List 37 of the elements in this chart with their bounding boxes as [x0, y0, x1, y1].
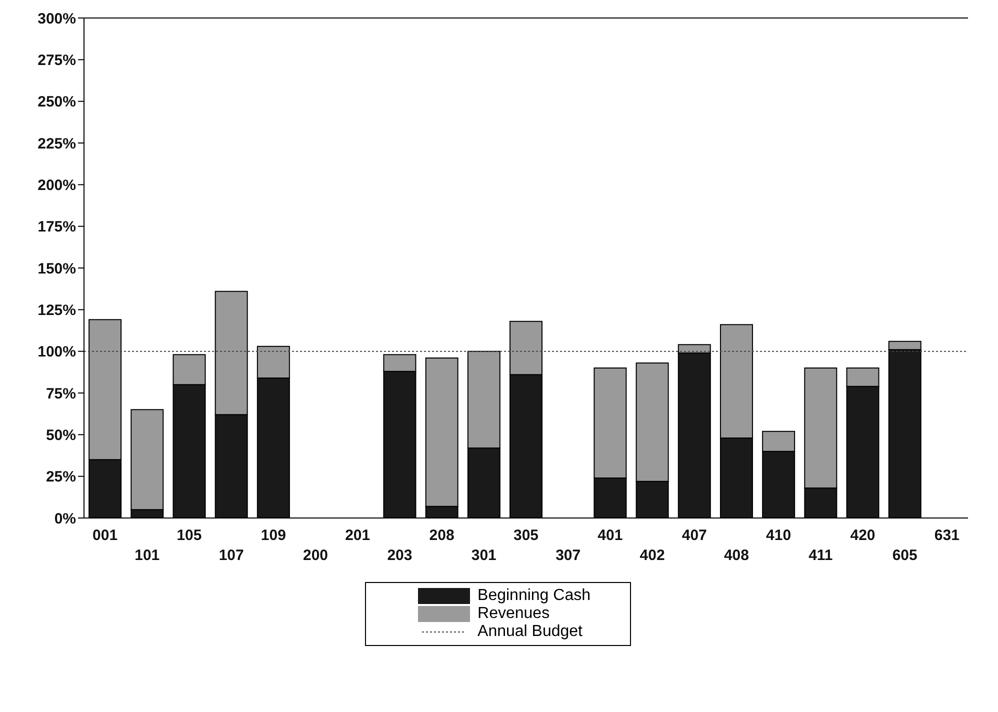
y-tick-label: 300%	[38, 10, 76, 28]
x-tick-label: 307	[556, 547, 581, 564]
x-tick-label: 401	[598, 527, 623, 544]
x-tick-label: 203	[387, 547, 412, 564]
y-tick-label: 250%	[38, 94, 76, 111]
x-tick-label: 305	[513, 527, 539, 544]
x-tick-label: 208	[429, 527, 454, 544]
y-tick-label: 225%	[38, 135, 76, 152]
x-tick-label: 411	[808, 547, 833, 564]
y-tick-label: 0%	[54, 510, 76, 528]
x-tick-label: 631	[934, 527, 960, 544]
legend-label: Revenues	[478, 605, 550, 623]
x-tick-label: 109	[260, 527, 286, 544]
x-tick-label: 107	[218, 547, 244, 564]
y-tick-label: 200%	[38, 176, 76, 194]
x-tick-label: 420	[850, 527, 876, 544]
x-tick-label: 605	[892, 547, 918, 564]
y-tick-label: 275%	[38, 52, 76, 69]
y-tick-label: 75%	[46, 385, 76, 402]
y-tick-label: 150%	[38, 260, 76, 278]
x-tick-label: 001	[92, 527, 118, 544]
x-tick-label: 410	[766, 527, 792, 544]
legend-label: Beginning Cash	[478, 587, 590, 605]
y-tick-label: 100%	[38, 344, 76, 361]
x-tick-label: 402	[640, 547, 665, 564]
x-tick-label: 105	[176, 527, 202, 544]
x-tick-label: 301	[471, 547, 496, 564]
x-tick-label: 200	[303, 547, 328, 564]
legend-label: Annual Budget	[478, 623, 582, 641]
x-tick-label: 101	[134, 547, 160, 564]
y-tick-label: 175%	[38, 218, 76, 236]
x-tick-label: 408	[724, 547, 749, 564]
y-tick-label: 25%	[46, 468, 76, 486]
y-tick-label: 50%	[46, 426, 76, 444]
x-tick-label: 407	[682, 527, 707, 544]
y-tick-label: 125%	[38, 302, 76, 319]
x-tick-label: 201	[345, 527, 370, 544]
